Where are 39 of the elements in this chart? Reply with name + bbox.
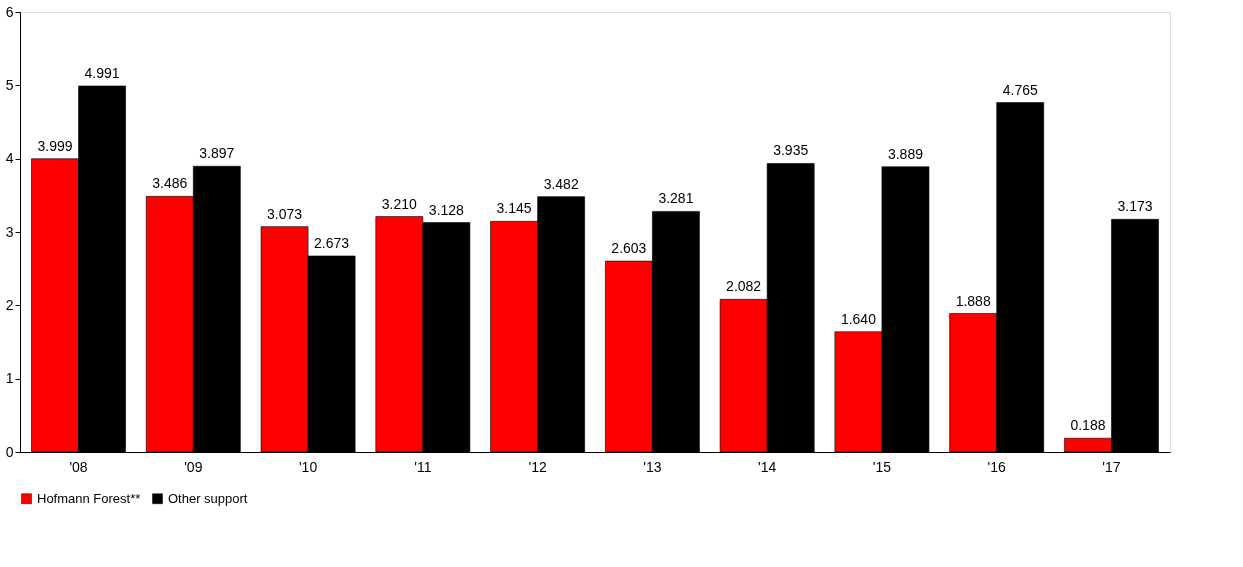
y-tick-label: 3 — [5, 223, 14, 240]
x-tick-label: '08 — [69, 458, 88, 475]
data-label: 3.889 — [887, 145, 924, 162]
legend-label: Hofmann Forest** — [37, 490, 141, 506]
data-label: 3.897 — [199, 145, 235, 162]
data-label: 3.482 — [543, 175, 579, 192]
x-tick-label: '09 — [184, 458, 203, 475]
data-label: 2.673 — [314, 234, 350, 251]
data-label: 3.999 — [37, 137, 73, 154]
y-tick-label: 6 — [5, 3, 14, 20]
x-tick-label: '17 — [1102, 458, 1121, 475]
data-label: 3.073 — [267, 205, 303, 222]
data-label: 4.765 — [1002, 81, 1038, 98]
legend-label: Other support — [168, 490, 248, 506]
data-label: 1.888 — [955, 292, 991, 309]
data-label: 3.173 — [1117, 198, 1153, 215]
data-label: 2.082 — [726, 278, 762, 295]
x-tick-label: '13 — [643, 458, 662, 475]
x-tick-label: '14 — [758, 458, 777, 475]
x-tick-label: '16 — [987, 458, 1007, 475]
y-tick-label: 2 — [5, 296, 14, 313]
data-label: 3.145 — [496, 200, 532, 217]
data-label: 2.603 — [611, 240, 647, 257]
data-label: 1.640 — [840, 310, 877, 327]
y-tick-label: 1 — [5, 370, 14, 387]
data-label: 3.281 — [658, 190, 694, 207]
data-label: 3.935 — [773, 142, 809, 159]
data-label: 4.991 — [84, 64, 120, 81]
x-tick-label: '15 — [872, 458, 892, 475]
x-tick-label: '11 — [414, 458, 432, 475]
x-tick-label: '10 — [298, 458, 318, 475]
data-label: 0.188 — [1070, 417, 1106, 434]
x-tick-label: '12 — [528, 458, 547, 475]
y-tick-label: 0 — [5, 443, 14, 460]
data-label: 3.210 — [381, 195, 418, 212]
data-label: 3.486 — [152, 175, 188, 192]
y-tick-label: 4 — [5, 150, 14, 167]
data-label: 3.128 — [428, 201, 465, 218]
y-tick-label: 5 — [5, 76, 14, 93]
